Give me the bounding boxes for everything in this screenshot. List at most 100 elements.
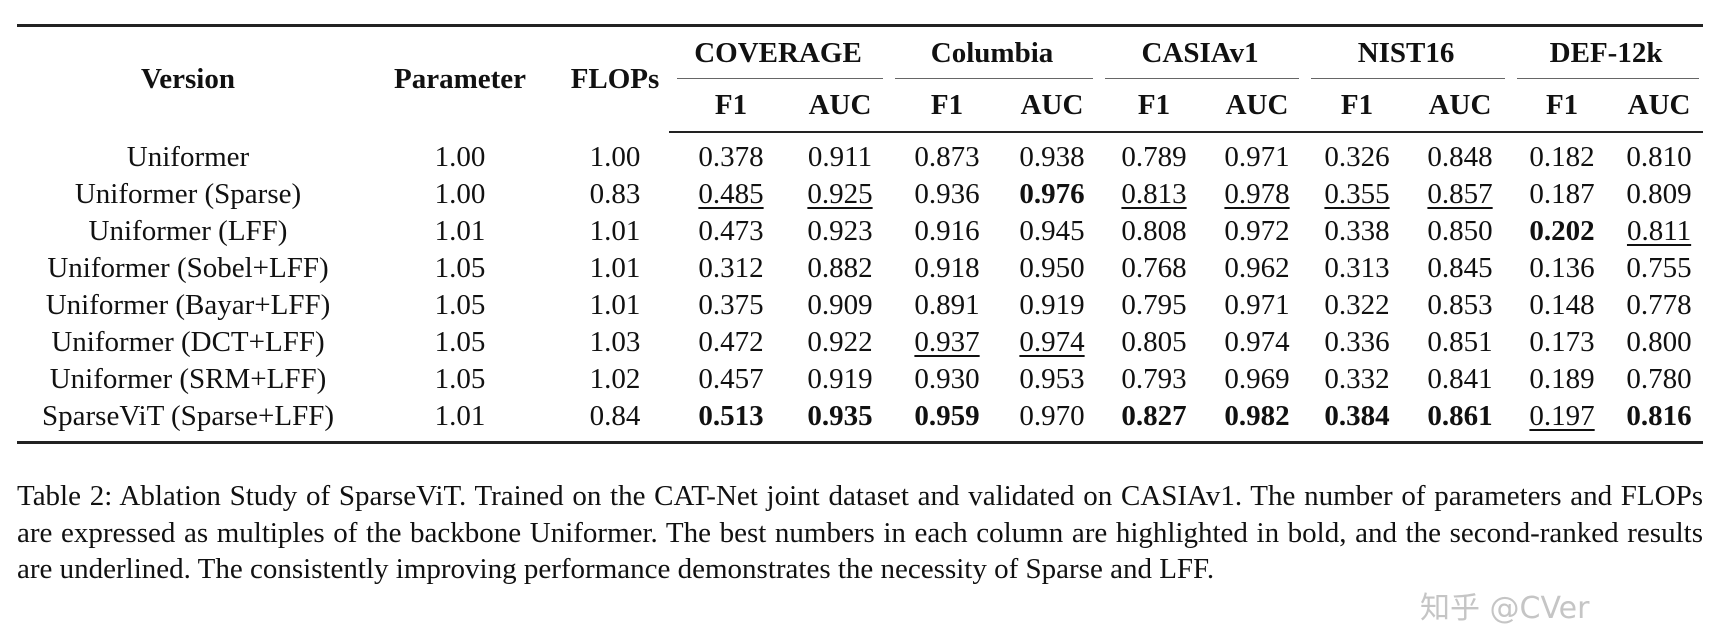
metric-cell-text: 0.755 <box>1626 252 1692 284</box>
metric-cell-text: 0.472 <box>698 326 764 358</box>
metric-cell-text: 0.974 <box>1224 326 1290 358</box>
metric-cell: 0.457 <box>669 361 793 398</box>
header-dataset: NIST16 <box>1303 24 1510 80</box>
metric-cell-text: 0.336 <box>1324 326 1390 358</box>
parameter-cell: 1.05 <box>359 324 561 361</box>
flops-cell: 1.01 <box>561 287 669 324</box>
metric-cell-text: 0.375 <box>698 289 764 321</box>
metric-cell-text: 0.919 <box>1019 289 1085 321</box>
metric-cell-text: 0.882 <box>807 252 873 284</box>
table-row: Uniformer (Bayar+LFF) 1.05 1.01 0.375 0.909 0… <box>17 287 1703 324</box>
flops-cell: 1.01 <box>561 213 669 250</box>
metric-cell: 0.850 <box>1411 213 1509 250</box>
metric-cell: 0.187 <box>1509 176 1615 213</box>
table-row: Uniformer (Sparse) 1.00 0.83 0.485 0.925 0.93… <box>17 176 1703 213</box>
metric-cell: 0.312 <box>669 250 793 287</box>
metric-cell-text: 0.930 <box>914 363 980 395</box>
metric-cell-text: 0.974 <box>1019 326 1085 358</box>
metric-cell-text: 0.793 <box>1121 363 1187 395</box>
version-cell: Uniformer (Bayar+LFF) <box>17 287 359 324</box>
metric-cell: 0.795 <box>1097 287 1211 324</box>
version-cell-text: Uniformer (DCT+LFF) <box>51 326 325 358</box>
flops-cell: 0.83 <box>561 176 669 213</box>
metric-cell-text: 0.811 <box>1626 215 1692 247</box>
flops-cell-text: 0.83 <box>589 178 641 210</box>
flops-cell-text: 1.01 <box>589 215 641 247</box>
metric-cell: 0.332 <box>1303 361 1411 398</box>
metric-cell-text: 0.513 <box>698 400 764 432</box>
table-caption: Table 2: Ablation Study of SparseViT. Tr… <box>17 480 1703 585</box>
metric-cell-text: 0.808 <box>1121 215 1187 247</box>
metric-cell: 0.974 <box>1211 324 1303 361</box>
metric-cell: 0.919 <box>1007 287 1097 324</box>
header-version: Version <box>17 24 359 132</box>
metric-cell: 0.136 <box>1509 250 1615 287</box>
metric-cell-text: 0.959 <box>914 400 980 432</box>
table-row: Uniformer (Sobel+LFF) 1.05 1.01 0.312 0.882 0… <box>17 250 1703 287</box>
version-cell-text: Uniformer (LFF) <box>88 215 288 247</box>
metric-cell: 0.805 <box>1097 324 1211 361</box>
metric-cell-text: 0.935 <box>807 400 873 432</box>
metric-cell: 0.841 <box>1411 361 1509 398</box>
metric-cell: 0.322 <box>1303 287 1411 324</box>
table-row: Uniformer (SRM+LFF) 1.05 1.02 0.457 0.919 0.9… <box>17 361 1703 398</box>
metric-cell-text: 0.911 <box>807 141 873 173</box>
metric-cell-text: 0.938 <box>1019 141 1085 173</box>
parameter-cell-text: 1.01 <box>434 400 486 432</box>
header-metric: F1 <box>1303 79 1412 133</box>
metric-cell-text: 0.816 <box>1626 400 1692 432</box>
metric-cell: 0.355 <box>1303 176 1411 213</box>
metric-cell-text: 0.861 <box>1427 400 1493 432</box>
metric-cell: 0.780 <box>1615 361 1703 398</box>
version-cell-text: Uniformer (Sparse) <box>74 178 302 210</box>
metric-cell: 0.811 <box>1615 213 1703 250</box>
header-metric: F1 <box>887 79 1008 133</box>
metric-cell: 0.813 <box>1097 176 1211 213</box>
version-cell-text: Uniformer (Sobel+LFF) <box>47 252 329 284</box>
metric-cell-text: 0.136 <box>1529 252 1595 284</box>
header-dataset: DEF-12k <box>1509 24 1704 80</box>
metric-cell: 0.916 <box>887 213 1007 250</box>
flops-cell-text: 1.00 <box>589 140 641 173</box>
metric-cell: 0.978 <box>1211 176 1303 213</box>
metric-cell: 0.935 <box>793 398 888 444</box>
metric-cell-text: 0.805 <box>1121 326 1187 358</box>
parameter-cell: 1.05 <box>359 361 561 398</box>
version-cell: Uniformer (Sobel+LFF) <box>17 250 359 287</box>
flops-cell: 1.00 <box>561 132 669 176</box>
version-cell-text: Uniformer (SRM+LFF) <box>49 363 327 395</box>
metric-cell: 0.845 <box>1411 250 1509 287</box>
metric-cell-text: 0.851 <box>1427 326 1493 358</box>
metric-cell: 0.861 <box>1411 398 1510 444</box>
metric-cell: 0.919 <box>793 361 887 398</box>
metric-cell: 0.959 <box>887 398 1008 444</box>
metric-cell: 0.971 <box>1211 132 1303 176</box>
metric-cell: 0.936 <box>887 176 1007 213</box>
metric-cell-text: 0.850 <box>1427 215 1493 247</box>
parameter-cell: 1.05 <box>359 250 561 287</box>
metric-cell-text: 0.845 <box>1427 252 1493 284</box>
metric-cell-text: 0.923 <box>807 215 873 247</box>
metric-cell: 0.950 <box>1007 250 1097 287</box>
metric-cell: 0.816 <box>1615 398 1704 444</box>
metric-cell-text: 0.857 <box>1427 178 1493 210</box>
header-metric: F1 <box>1509 79 1616 133</box>
metric-cell-text: 0.800 <box>1626 326 1692 358</box>
metric-cell: 0.918 <box>887 250 1007 287</box>
parameter-cell: 1.00 <box>359 132 561 176</box>
metric-cell-text: 0.936 <box>914 178 980 210</box>
metric-cell-text: 0.485 <box>698 178 764 210</box>
metric-cell-text: 0.384 <box>1324 400 1390 432</box>
metric-cell: 0.472 <box>669 324 793 361</box>
metric-cell: 0.189 <box>1509 361 1615 398</box>
metric-cell-text: 0.976 <box>1019 178 1085 210</box>
metric-cell: 0.378 <box>669 132 793 176</box>
header-metric: AUC <box>1211 79 1304 133</box>
metric-cell-text: 0.813 <box>1121 178 1187 210</box>
parameter-cell-text: 1.05 <box>434 289 486 321</box>
metric-cell: 0.873 <box>887 132 1007 176</box>
metric-cell-text: 0.778 <box>1626 289 1692 321</box>
metric-cell-text: 0.916 <box>914 215 980 247</box>
metric-cell-text: 0.848 <box>1427 141 1493 173</box>
flops-cell-text: 1.02 <box>589 363 641 395</box>
